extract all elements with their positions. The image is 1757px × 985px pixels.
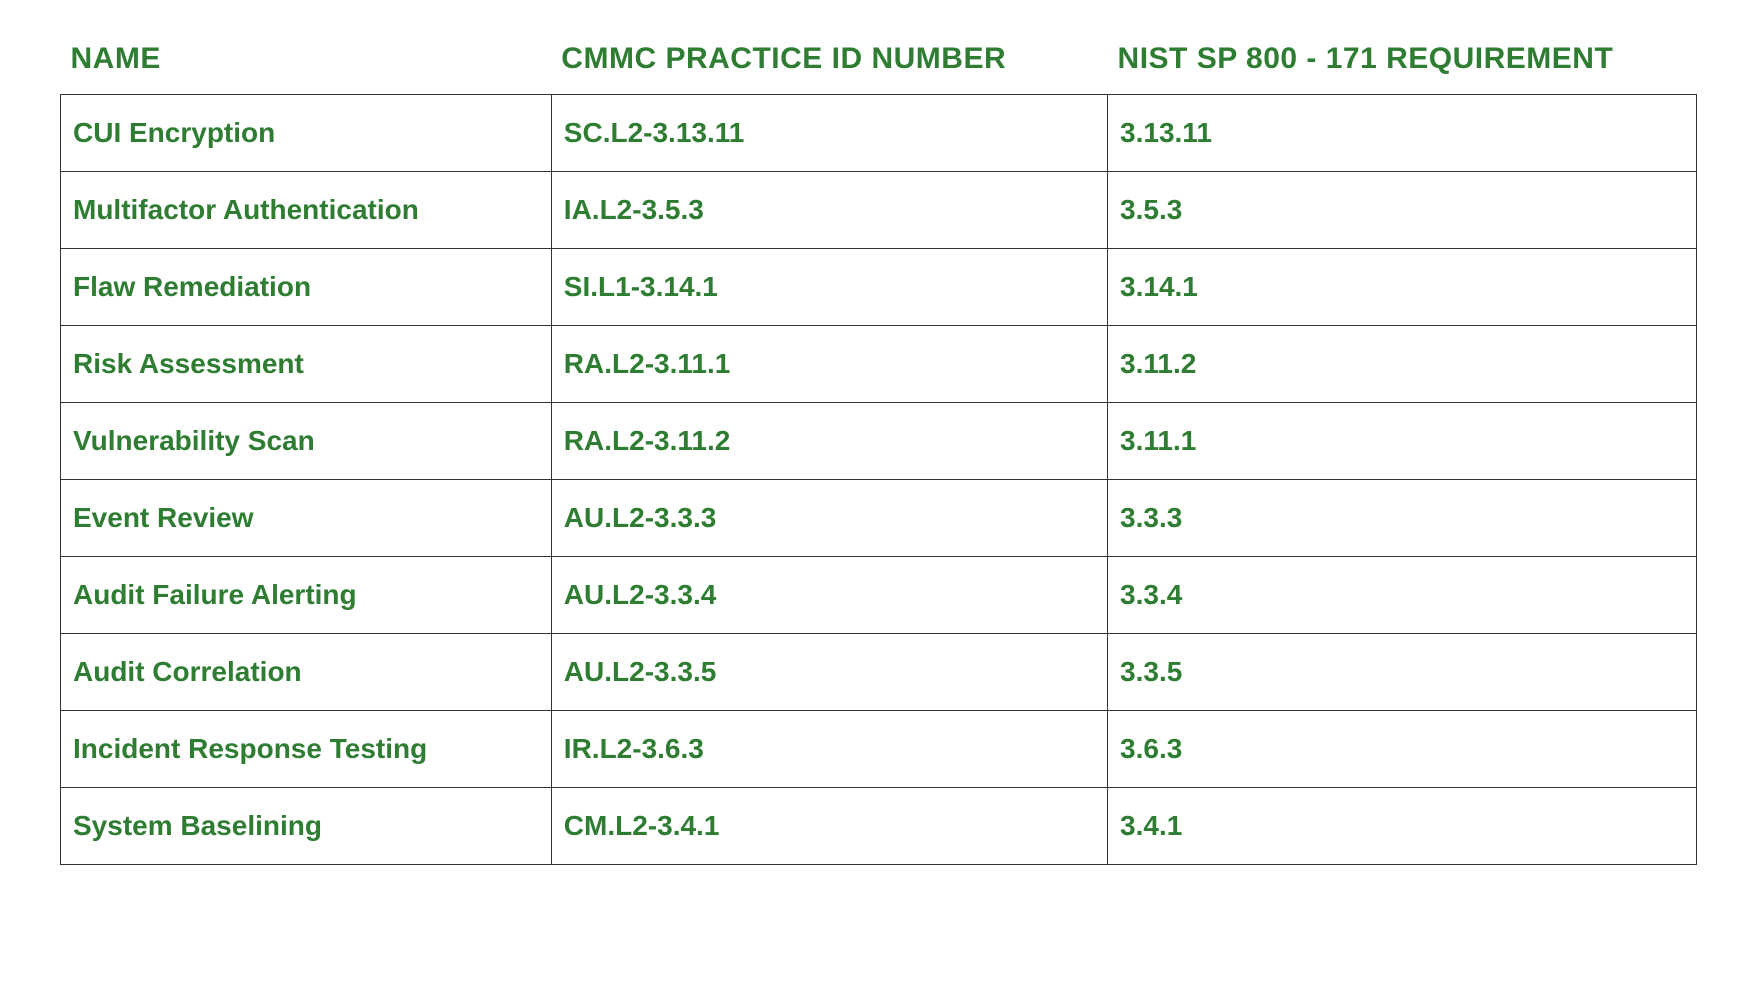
column-header-name: NAME	[61, 30, 552, 95]
cell-name: Event Review	[61, 480, 552, 557]
cell-cmmc: AU.L2-3.3.3	[551, 480, 1107, 557]
cell-name: Incident Response Testing	[61, 711, 552, 788]
cell-nist: 3.6.3	[1108, 711, 1697, 788]
cell-cmmc: IA.L2-3.5.3	[551, 172, 1107, 249]
table-body: CUI Encryption SC.L2-3.13.11 3.13.11 Mul…	[61, 95, 1697, 865]
cell-cmmc: RA.L2-3.11.2	[551, 403, 1107, 480]
table-row: Audit Correlation AU.L2-3.3.5 3.3.5	[61, 634, 1697, 711]
table-row: Vulnerability Scan RA.L2-3.11.2 3.11.1	[61, 403, 1697, 480]
table-row: Audit Failure Alerting AU.L2-3.3.4 3.3.4	[61, 557, 1697, 634]
table-row: CUI Encryption SC.L2-3.13.11 3.13.11	[61, 95, 1697, 172]
cell-name: Risk Assessment	[61, 326, 552, 403]
cell-nist: 3.4.1	[1108, 788, 1697, 865]
cell-nist: 3.11.1	[1108, 403, 1697, 480]
cell-name: Audit Correlation	[61, 634, 552, 711]
cell-cmmc: CM.L2-3.4.1	[551, 788, 1107, 865]
column-header-cmmc: CMMC PRACTICE ID NUMBER	[551, 30, 1107, 95]
column-header-nist: NIST SP 800 - 171 REQUIREMENT	[1108, 30, 1697, 95]
cell-nist: 3.14.1	[1108, 249, 1697, 326]
cell-nist: 3.5.3	[1108, 172, 1697, 249]
cell-nist: 3.3.3	[1108, 480, 1697, 557]
table-header-row: NAME CMMC PRACTICE ID NUMBER NIST SP 800…	[61, 30, 1697, 95]
cell-cmmc: SC.L2-3.13.11	[551, 95, 1107, 172]
cell-nist: 3.3.5	[1108, 634, 1697, 711]
cell-name: CUI Encryption	[61, 95, 552, 172]
table-row: Event Review AU.L2-3.3.3 3.3.3	[61, 480, 1697, 557]
cell-cmmc: IR.L2-3.6.3	[551, 711, 1107, 788]
cell-nist: 3.11.2	[1108, 326, 1697, 403]
cell-name: Audit Failure Alerting	[61, 557, 552, 634]
table-row: Flaw Remediation SI.L1-3.14.1 3.14.1	[61, 249, 1697, 326]
cell-name: Multifactor Authentication	[61, 172, 552, 249]
cell-cmmc: RA.L2-3.11.1	[551, 326, 1107, 403]
table-row: Incident Response Testing IR.L2-3.6.3 3.…	[61, 711, 1697, 788]
cell-name: Flaw Remediation	[61, 249, 552, 326]
cell-cmmc: AU.L2-3.3.5	[551, 634, 1107, 711]
table-row: Multifactor Authentication IA.L2-3.5.3 3…	[61, 172, 1697, 249]
compliance-table: NAME CMMC PRACTICE ID NUMBER NIST SP 800…	[60, 30, 1697, 865]
cell-name: Vulnerability Scan	[61, 403, 552, 480]
table-row: System Baselining CM.L2-3.4.1 3.4.1	[61, 788, 1697, 865]
cell-nist: 3.3.4	[1108, 557, 1697, 634]
cell-cmmc: AU.L2-3.3.4	[551, 557, 1107, 634]
cell-cmmc: SI.L1-3.14.1	[551, 249, 1107, 326]
table-row: Risk Assessment RA.L2-3.11.1 3.11.2	[61, 326, 1697, 403]
cell-name: System Baselining	[61, 788, 552, 865]
cell-nist: 3.13.11	[1108, 95, 1697, 172]
